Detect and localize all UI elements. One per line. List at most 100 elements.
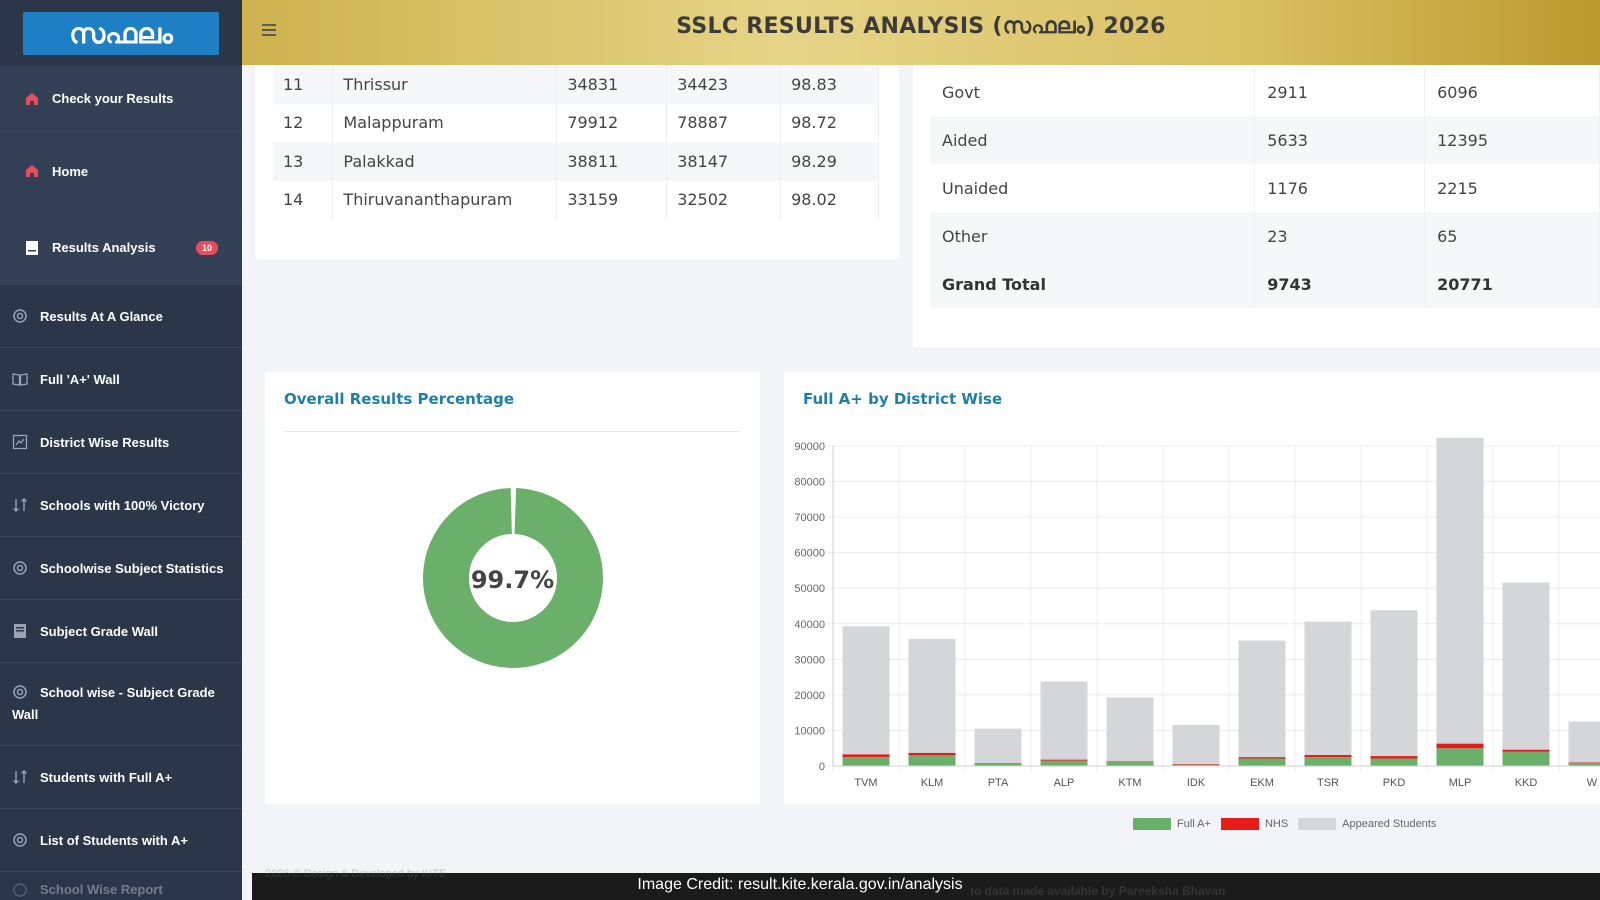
page-title: SSLC RESULTS ANALYSIS (സഫലം) 2026 (676, 14, 1166, 39)
y-tick-label: 0 (819, 761, 825, 773)
table-cell-no: 11 (273, 65, 334, 104)
table-row: Unaided 1176 2215 (930, 164, 1600, 212)
district-results-panel: 11 Thrissur 34831 34423 98.83 12 Malappuram 799… (255, 65, 899, 259)
sidebar-item-subject-grade-wall[interactable]: Subject Grade Wall (0, 600, 242, 663)
table-cell-b: 12395 (1424, 116, 1600, 164)
bar-appeared-students-tvm[interactable] (842, 626, 890, 755)
sidebar-item-students-full-a-plus[interactable]: Students with Full A+ (0, 746, 242, 809)
x-tick-label: KKD (1515, 777, 1538, 789)
table-cell-b: 2215 (1424, 164, 1600, 212)
sidebar-item-home[interactable]: Home (0, 132, 242, 211)
y-tick-label: 60000 (794, 548, 825, 560)
table-row: Aided 5633 12395 (930, 116, 1600, 164)
sidebar-item-schoolwise-subject-statistics[interactable]: Schoolwise Subject Statistics (0, 537, 242, 600)
sidebar-item-district-wise-results[interactable]: District Wise Results (0, 411, 242, 474)
bar-nhs-mlp[interactable] (1436, 743, 1484, 749)
bar-appeared-students-mlp[interactable] (1436, 437, 1484, 744)
legend-label: Appeared Students (1342, 818, 1437, 830)
y-tick-label: 80000 (794, 477, 825, 489)
table-cell-no: 13 (273, 142, 334, 181)
table-cell-district: Thiruvananthapuram (332, 180, 558, 219)
sidebar-item-check-results[interactable]: Check your Results (0, 66, 242, 132)
table-row: 11 Thrissur 34831 34423 98.83 (273, 65, 879, 104)
bar-appeared-students-tsr[interactable] (1304, 621, 1352, 755)
table-cell-percent: 98.83 (780, 65, 879, 104)
district-chart-card: Full A+ by District Wise 0 10000 20000 3000… (784, 372, 1600, 804)
spiral-icon (12, 308, 28, 324)
bar-nhs-pta[interactable] (974, 763, 1022, 764)
sidebar-item-school-wise-report[interactable]: School Wise Report (0, 872, 242, 900)
sidebar-item-full-a-wall[interactable]: Full 'A+' Wall (0, 348, 242, 411)
spiral-icon (12, 832, 28, 848)
table-cell-type: Govt (930, 68, 1256, 116)
legend-swatch-nhs (1220, 818, 1259, 830)
sidebar-item-schools-100-victory[interactable]: Schools with 100% Victory (0, 474, 242, 537)
table-row: 14 Thiruvananthapuram 33159 32502 98.02 (273, 180, 879, 219)
bar-nhs-w[interactable] (1568, 762, 1600, 764)
table-cell-appeared: 38811 (556, 142, 668, 181)
x-tick-label: ALP (1054, 777, 1075, 789)
bar-nhs-klm[interactable] (908, 752, 956, 756)
document-icon (12, 623, 28, 639)
table-row: 12 Malappuram 79912 78887 98.72 (273, 103, 879, 142)
sidebar-item-label: Home (52, 163, 89, 179)
x-tick-label: TSR (1317, 777, 1339, 789)
x-tick-label: PTA (988, 777, 1009, 789)
table-cell-appeared: 34831 (556, 65, 668, 104)
bar-appeared-students-w[interactable] (1568, 721, 1600, 763)
table-cell-passed: 34423 (666, 65, 782, 104)
bar-full-a--ktm[interactable] (1106, 762, 1154, 766)
app-logo[interactable]: സഫലം (23, 12, 219, 55)
spiral-icon (12, 882, 28, 898)
bar-full-a--tvm[interactable] (842, 757, 890, 766)
bar-appeared-students-pkd[interactable] (1370, 610, 1418, 757)
sidebar-item-results-analysis[interactable]: Results Analysis 10 (0, 211, 242, 285)
sidebar-item-results-at-a-glance[interactable]: Results At A Glance (0, 285, 242, 348)
bar-nhs-tsr[interactable] (1304, 754, 1352, 758)
table-cell-district: Thrissur (332, 65, 558, 104)
bar-full-a--pkd[interactable] (1370, 758, 1418, 766)
bar-nhs-alp[interactable] (1040, 759, 1088, 761)
table-cell-b: 6096 (1424, 68, 1600, 116)
bar-nhs-ekm[interactable] (1238, 757, 1286, 759)
table-cell-percent: 98.29 (780, 142, 879, 181)
bar-appeared-students-ekm[interactable] (1238, 640, 1286, 758)
bar-appeared-students-klm[interactable] (908, 639, 956, 753)
bar-appeared-students-kkd[interactable] (1502, 582, 1550, 750)
hamburger-menu-icon[interactable] (262, 24, 276, 36)
y-tick-label: 20000 (794, 690, 825, 702)
table-cell-percent: 98.02 (780, 180, 879, 219)
sidebar-item-label: District Wise Results (40, 434, 170, 450)
bar-full-a--klm[interactable] (908, 755, 956, 766)
table-cell-no: 12 (273, 103, 334, 142)
bar-appeared-students-alp[interactable] (1040, 681, 1088, 760)
sidebar-item-list-students-a-plus[interactable]: List of Students with A+ (0, 809, 242, 872)
bar-appeared-students-ktm[interactable] (1106, 697, 1154, 762)
bar-appeared-students-idk[interactable] (1172, 724, 1220, 765)
spiral-icon (12, 684, 28, 700)
bar-nhs-ktm[interactable] (1106, 761, 1154, 763)
bar-full-a--ekm[interactable] (1238, 758, 1286, 766)
table-cell-passed: 38147 (666, 142, 782, 181)
bar-full-a--mlp[interactable] (1436, 748, 1484, 766)
bar-full-a--idk[interactable] (1172, 764, 1220, 766)
table-cell-type: Other (930, 212, 1256, 260)
footer-bar (252, 873, 1600, 900)
bar-full-a--w[interactable] (1568, 763, 1600, 766)
bar-nhs-pkd[interactable] (1370, 756, 1418, 759)
sidebar-item-label: List of Students with A+ (40, 832, 188, 848)
bar-full-a--kkd[interactable] (1502, 751, 1550, 766)
sidebar-item-label: Subject Grade Wall (40, 623, 158, 639)
bar-full-a--pta[interactable] (974, 763, 1022, 766)
bar-nhs-idk[interactable] (1172, 764, 1220, 765)
legend-swatch-full-a-plus (1133, 818, 1171, 830)
bar-full-a--tsr[interactable] (1304, 757, 1352, 766)
home-icon (24, 163, 40, 179)
sidebar-item-school-wise-subject-grade-wall[interactable]: School wise - Subject Grade Wall (0, 663, 242, 746)
chart-icon (12, 434, 28, 450)
table-cell-type: Grand Total (930, 260, 1256, 308)
bar-appeared-students-pta[interactable] (974, 728, 1022, 764)
bar-nhs-tvm[interactable] (842, 754, 890, 758)
bar-nhs-kkd[interactable] (1502, 749, 1550, 752)
bar-full-a--alp[interactable] (1040, 760, 1088, 766)
